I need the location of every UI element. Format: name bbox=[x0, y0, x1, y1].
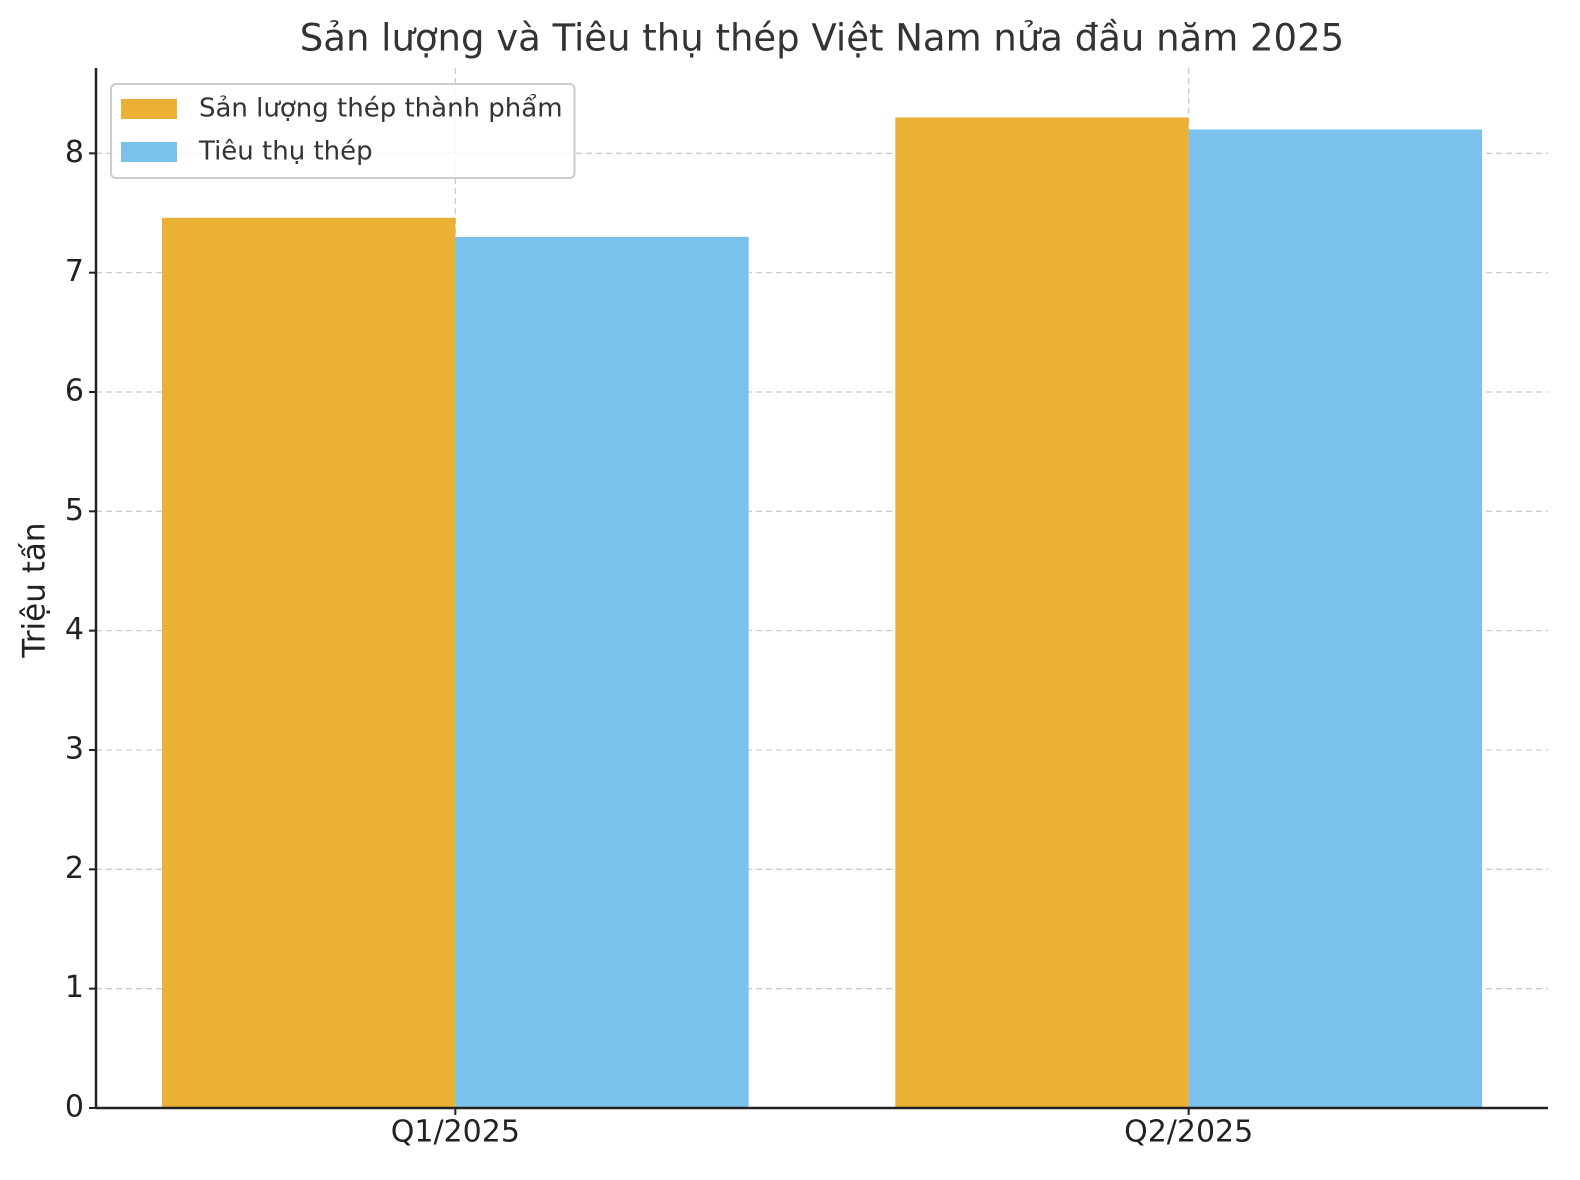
legend-box bbox=[110, 83, 576, 179]
legend-label: Tiêu thụ thép bbox=[198, 137, 373, 167]
y-tick-label: 2 bbox=[65, 851, 84, 886]
y-tick-label: 3 bbox=[65, 731, 84, 766]
y-tick-label: 8 bbox=[65, 135, 84, 170]
y-tick-label: 5 bbox=[65, 493, 84, 528]
legend-swatch bbox=[121, 142, 177, 162]
legend-label: Sản lượng thép thành phẩm bbox=[199, 93, 563, 124]
y-tick-label: 6 bbox=[65, 373, 84, 408]
y-tick-label: 1 bbox=[65, 970, 84, 1005]
chart-title: Sản lượng và Tiêu thụ thép Việt Nam nửa … bbox=[300, 17, 1344, 60]
bar bbox=[162, 217, 456, 1108]
y-tick-label: 4 bbox=[65, 612, 84, 647]
bar bbox=[455, 236, 749, 1109]
bar bbox=[895, 117, 1189, 1109]
x-tick-label: Q2/2025 bbox=[1124, 1115, 1253, 1150]
y-axis-label: Triệu tấn bbox=[17, 522, 53, 658]
y-tick-label: 7 bbox=[65, 254, 84, 289]
bar bbox=[1188, 129, 1482, 1108]
y-tick-label: 0 bbox=[65, 1090, 84, 1125]
axes: 0 1 2 3 4 5 6 7 8 Q1/2025 Q2/2025 bbox=[65, 68, 1548, 1150]
x-tick-label: Q1/2025 bbox=[391, 1115, 520, 1150]
legend: Sản lượng thép thành phẩm Tiêu thụ thép bbox=[110, 83, 576, 179]
legend-swatch bbox=[121, 99, 177, 119]
bars bbox=[162, 117, 1482, 1109]
